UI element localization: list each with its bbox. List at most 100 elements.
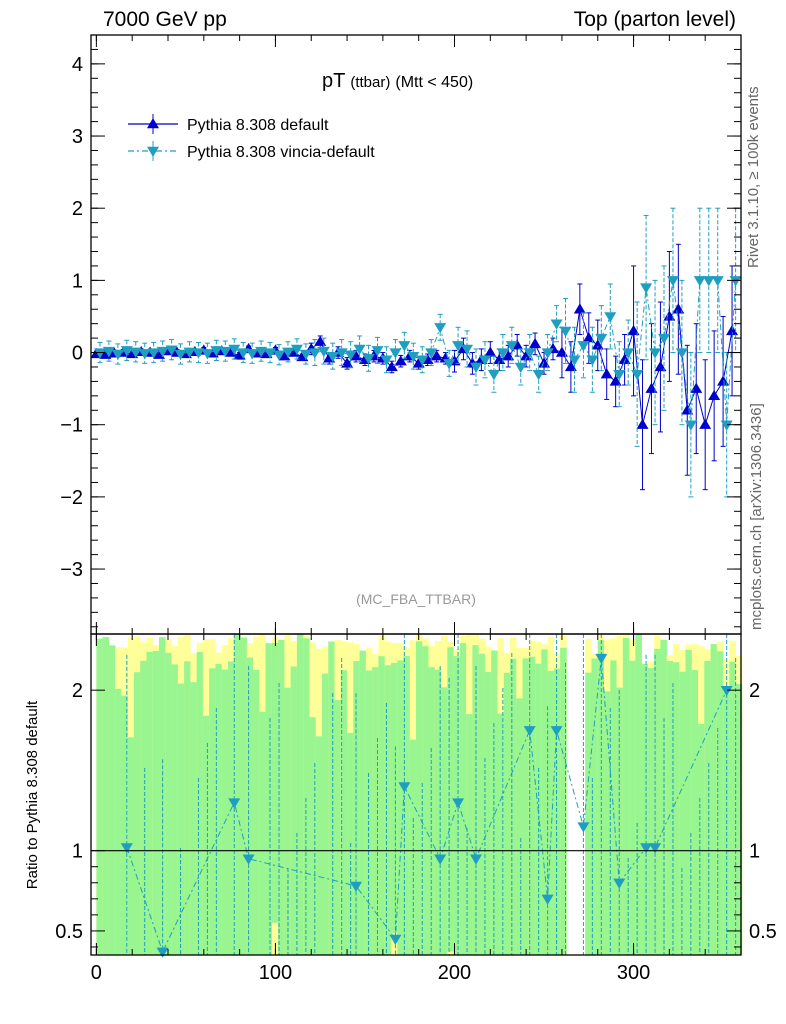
ratio-y-tick-label: 0.5 — [55, 921, 83, 943]
ratio-band-inner — [416, 641, 423, 955]
data-point — [496, 348, 509, 359]
data-point — [344, 350, 357, 361]
data-point — [568, 355, 581, 366]
ratio-band-inner — [654, 648, 661, 955]
data-point — [600, 368, 613, 379]
data-point — [314, 335, 327, 346]
data-point — [425, 348, 438, 359]
ratio-band-inner — [108, 645, 116, 955]
x-tick-label: 100 — [259, 962, 292, 984]
main-series-layer — [90, 207, 742, 498]
y-tick-label: 0 — [72, 343, 83, 365]
ratio-data-point — [228, 798, 241, 809]
data-point — [631, 369, 644, 381]
data-point — [317, 346, 330, 358]
header-left: 7000 GeV pp — [103, 8, 227, 31]
ratio-band-inner — [315, 736, 323, 955]
data-point — [380, 355, 393, 366]
legend-marker-1 — [147, 146, 159, 157]
ratio-band-inner — [716, 651, 724, 955]
ratio-band-inner — [328, 641, 335, 955]
ratio-y-tick-label-right: 0.5 — [749, 921, 777, 943]
chart-title-sub: (ttbar) — [350, 74, 390, 91]
ratio-band-inner — [629, 660, 636, 955]
ratio-band-inner — [177, 683, 185, 955]
ratio-band-inner — [698, 723, 705, 955]
ratio-band-inner — [516, 698, 523, 955]
data-point — [416, 355, 429, 366]
ratio-band-inner — [466, 714, 473, 955]
ratio-data-point — [156, 947, 169, 958]
y-tick-label: −3 — [60, 559, 83, 581]
ratio-band-inner — [209, 668, 216, 955]
ratio-band-inner — [541, 649, 548, 955]
ratio-band-inner — [585, 672, 592, 955]
data-point — [702, 276, 715, 287]
y-tick-label: 2 — [72, 198, 83, 220]
ratio-band-inner — [610, 660, 617, 955]
data-point — [649, 348, 662, 359]
ratio-band-inner — [390, 662, 398, 933]
data-point — [523, 348, 536, 359]
ratio-data-point — [577, 822, 590, 833]
ratio-band-inner — [484, 671, 492, 955]
data-point — [228, 344, 241, 355]
data-point — [636, 418, 649, 429]
ratio-band-inner — [165, 652, 172, 955]
legend-label-1: Pythia 8.308 vincia-default — [187, 144, 375, 161]
ratio-band-inner — [240, 637, 248, 955]
data-point — [541, 348, 554, 359]
ratio-band-inner — [303, 638, 310, 955]
ratio-band-inner — [647, 668, 655, 955]
ratio-band-inner — [121, 695, 129, 955]
ratio-data-point — [595, 653, 608, 665]
data-point — [353, 344, 366, 355]
ratio-band-inner — [528, 656, 536, 955]
ratio-band-inner — [96, 638, 103, 955]
ratio-y-axis-label: Ratio to Pythia 8.308 default — [24, 700, 41, 889]
ratio-band-inner — [171, 664, 179, 955]
data-point — [720, 420, 733, 431]
ratio-band-inner — [428, 667, 436, 955]
ratio-y-tick-label: 2 — [72, 680, 83, 702]
data-point — [156, 346, 169, 358]
data-point — [627, 324, 640, 336]
ratio-data-point — [649, 843, 662, 854]
data-point — [138, 349, 151, 360]
ratio-y-tick-label-right: 2 — [749, 680, 760, 702]
data-point — [299, 349, 312, 360]
data-point — [550, 319, 563, 330]
ratio-band-inner — [265, 643, 273, 955]
data-point — [192, 348, 205, 359]
chart-title-suffix: (Mtt < 450) — [395, 74, 473, 91]
ratio-band-inner — [271, 642, 279, 923]
ratio-band-inner — [246, 657, 254, 955]
data-point — [586, 355, 599, 366]
rivet-label: Rivet 3.1.10, ≥ 100k events — [745, 86, 762, 268]
chart-title: pT (ttbar) (Mtt < 450) — [322, 70, 473, 92]
ratio-band-inner — [478, 653, 486, 955]
data-point — [385, 360, 398, 372]
data-point — [129, 347, 142, 358]
data-point — [675, 348, 688, 359]
data-point — [210, 346, 223, 357]
data-point — [514, 362, 527, 373]
data-point — [165, 345, 178, 356]
x-tick-label: 0 — [91, 962, 102, 984]
ratio-band-inner — [560, 647, 567, 955]
ratio-band-inner — [102, 637, 110, 955]
data-point — [278, 350, 291, 361]
ratio-band-inner — [510, 658, 517, 955]
data-point — [201, 349, 214, 360]
data-point — [102, 346, 115, 358]
data-point — [582, 332, 595, 343]
ratio-band-inner — [547, 670, 555, 955]
ratio-data-point — [452, 798, 465, 809]
ratio-band-inner — [672, 662, 680, 955]
data-point — [532, 369, 545, 381]
ratio-data-point — [469, 854, 482, 865]
ratio-data-point — [120, 843, 133, 854]
legend: Pythia 8.308 default Pythia 8.308 vincia-… — [128, 114, 375, 161]
ratio-band-inner — [591, 658, 599, 955]
